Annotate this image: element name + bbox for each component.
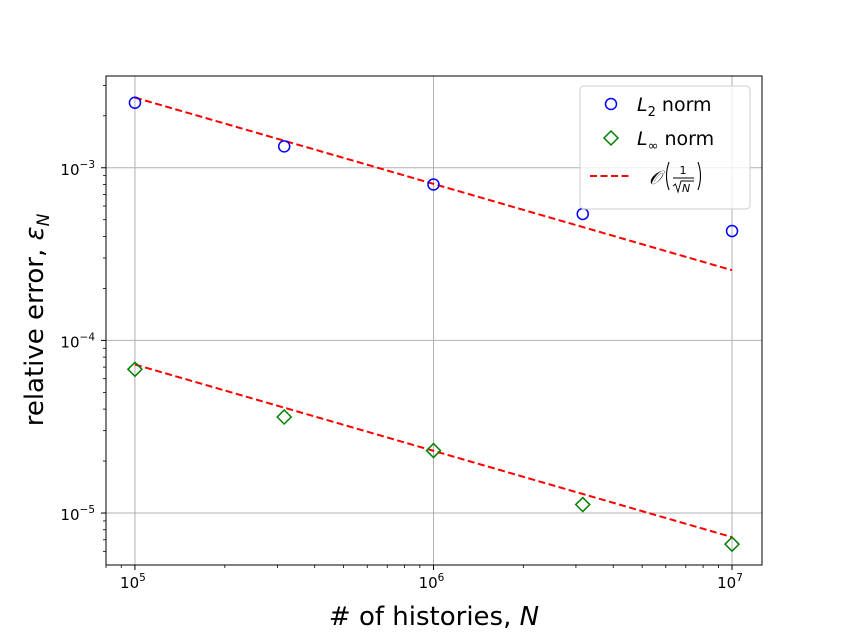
plot-area-frame <box>105 75 763 566</box>
svg-text:N: N <box>682 182 690 195</box>
x-tick-label: 105 <box>120 572 146 592</box>
legend-box <box>579 85 751 210</box>
linf-data-point <box>276 408 293 426</box>
legend-label-l2: L2 norm <box>637 94 712 120</box>
l2-data-point <box>725 224 739 238</box>
l2-data-point <box>128 96 142 109</box>
linf-data-point <box>574 496 591 513</box>
data-markers <box>126 96 741 553</box>
legend-label-linf: L∞ norm <box>637 128 714 154</box>
y-tick-label: 10−5 <box>60 504 95 524</box>
l2-data-point <box>427 178 440 191</box>
svg-text:1: 1 <box>680 164 687 177</box>
linf-data-point <box>126 361 143 378</box>
x-tick-label: 106 <box>419 572 445 592</box>
linf-data-point <box>723 536 741 553</box>
legend-marker-l2 <box>604 97 618 111</box>
legend-marker-linf <box>602 129 620 147</box>
y-axis-label: relative error, εN <box>20 213 54 426</box>
reference-lines <box>134 96 733 539</box>
y-tick-label: 10−3 <box>60 159 95 179</box>
x-tick-label: 107 <box>717 572 743 592</box>
linf-data-point <box>425 442 442 459</box>
legend: L2 norm L∞ norm 𝒪 1 N <box>579 85 751 210</box>
axis-ticks: 105 106 107 10−5 10−4 10−3 <box>60 84 743 592</box>
y-tick-label: 10−4 <box>60 331 95 351</box>
reference-line <box>134 363 733 539</box>
l2-data-point <box>277 140 291 153</box>
reference-line <box>134 96 733 272</box>
x-axis-label: # of histories, N <box>329 602 539 632</box>
